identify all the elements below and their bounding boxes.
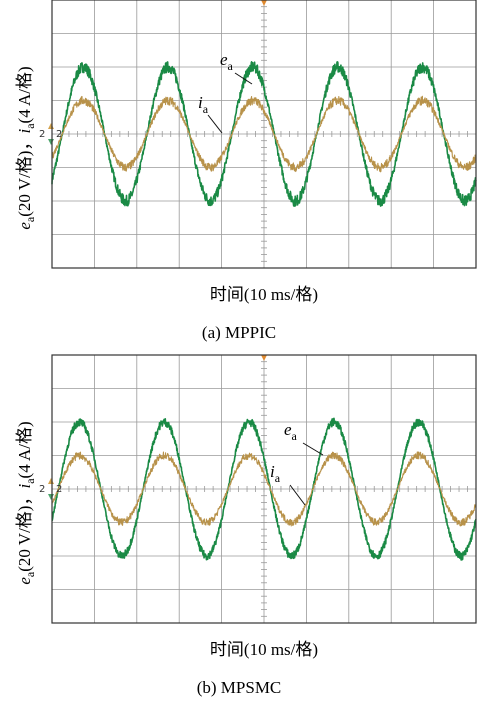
- channel-marker-right: 2: [56, 129, 62, 140]
- annotation-ea: ea: [220, 50, 234, 73]
- traces: [51, 61, 477, 207]
- grid: [51, 0, 477, 269]
- annotation-ea-leader: [302, 442, 324, 456]
- plot-frame: [51, 354, 477, 624]
- annotation-ea: ea: [284, 420, 298, 443]
- x-axis-label: 时间(10 ms/格): [210, 640, 318, 659]
- trace-e-a: [51, 417, 477, 561]
- traces: [51, 417, 477, 561]
- grid: [51, 354, 477, 624]
- annotation-ia: ia: [198, 93, 209, 116]
- channel-marker-left: 2: [39, 129, 45, 140]
- annotation-ea-leader: [234, 72, 253, 85]
- figure-caption-a: (a) MPPIC: [202, 323, 276, 342]
- trace-i-a: [51, 451, 477, 527]
- channel-marker-right: 2: [56, 484, 62, 495]
- y-axis-label: ea(20 V/格)，ia(4 A/格): [15, 421, 37, 584]
- annotation-ia-leader: [289, 484, 306, 506]
- trace-e-a: [51, 61, 477, 207]
- y-axis-label: ea(20 V/格)，ia(4 A/格): [15, 66, 37, 229]
- annotation-ia: ia: [270, 462, 281, 485]
- annotation-ia-leader: [207, 114, 223, 134]
- figure-caption-b: (b) MPSMC: [197, 678, 282, 697]
- x-axis-label: 时间(10 ms/格): [210, 285, 318, 304]
- channel-marker-left: 2: [39, 484, 45, 495]
- trace-i-a: [51, 95, 477, 173]
- plot-frame: [51, 0, 477, 269]
- trigger-marker-icon: [261, 355, 267, 361]
- trigger-marker-icon: [261, 0, 267, 6]
